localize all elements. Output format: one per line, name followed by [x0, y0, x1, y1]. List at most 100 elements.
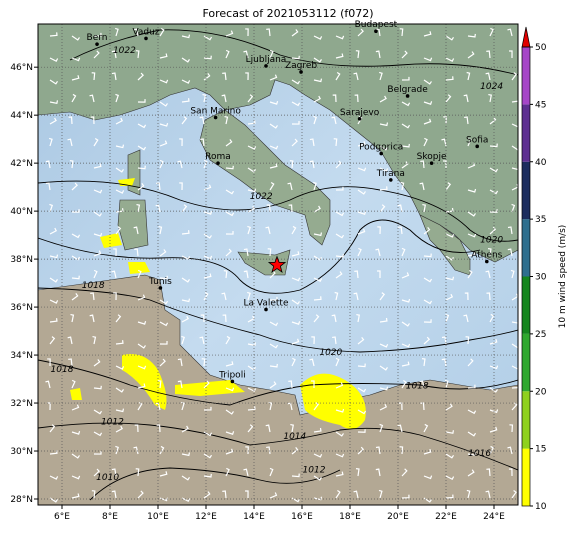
- wind-barb: [93, 385, 102, 390]
- wind-barb: [507, 226, 513, 235]
- wind-barb: [466, 489, 471, 499]
- colorbar-label: 10 m wind speed (m/s): [558, 225, 568, 329]
- wind-barb: [489, 27, 494, 37]
- wind-barb: [356, 313, 360, 323]
- wind-barb: [511, 321, 518, 324]
- wind-barb: [332, 336, 337, 345]
- wind-barb: [181, 452, 191, 457]
- wind-barb: [335, 382, 344, 389]
- wind-barb: [291, 277, 301, 282]
- wind-barb: [401, 468, 408, 477]
- wind-barb: [49, 336, 56, 345]
- wind-barb: [225, 165, 234, 170]
- wind-barb: [334, 291, 339, 301]
- wind-barb: [313, 496, 323, 501]
- wind-barb: [137, 365, 147, 370]
- wind-barb: [419, 182, 425, 191]
- wind-barb: [335, 471, 344, 477]
- wind-barb: [247, 188, 257, 193]
- wind-barb: [159, 53, 168, 59]
- wind-barb: [291, 79, 301, 85]
- city-label: San Marino: [190, 107, 241, 117]
- wind-barb: [445, 276, 455, 281]
- wind-barb: [423, 79, 432, 85]
- wind-barb: [93, 269, 98, 279]
- wind-barb: [177, 358, 183, 367]
- wind-barb: [245, 28, 249, 37]
- wind-barb: [91, 72, 96, 81]
- wind-barb: [397, 424, 403, 433]
- wind-barb: [221, 292, 227, 301]
- wind-barb: [269, 101, 279, 105]
- wind-barb: [269, 363, 278, 368]
- wind-barb: [313, 255, 323, 261]
- wind-barb: [181, 425, 189, 433]
- wind-barb: [137, 343, 146, 349]
- wind-barb: [377, 226, 381, 235]
- wind-barb: [467, 137, 472, 147]
- wind-barb: [441, 336, 447, 345]
- wind-barb: [357, 247, 362, 257]
- wind-barb: [203, 273, 212, 279]
- wind-barb: [357, 115, 363, 125]
- wind-barb: [357, 28, 364, 37]
- wind-barb: [159, 140, 168, 147]
- wind-barb: [269, 123, 278, 129]
- wind-barb: [375, 28, 381, 37]
- land-europe: [38, 24, 518, 263]
- wind-barb: [423, 226, 431, 235]
- wind-barb: [134, 424, 139, 433]
- wind-barb: [291, 473, 300, 478]
- wind-barb: [467, 469, 475, 477]
- wind-barb: [181, 315, 189, 323]
- wind-barb: [247, 387, 257, 392]
- wind-barb: [221, 94, 227, 103]
- wind-barb: [401, 343, 411, 348]
- wind-barb: [291, 29, 299, 37]
- wind-barb: [375, 468, 381, 477]
- wind-barb: [400, 181, 405, 191]
- wind-barb: [71, 57, 81, 62]
- wind-barb: [423, 299, 433, 305]
- lat-tick-label: 38°N: [10, 255, 33, 265]
- lon-tick-label: 14°E: [243, 512, 265, 522]
- wind-barb: [111, 490, 117, 499]
- wind-barb: [423, 336, 431, 345]
- city-label: Belgrade: [387, 85, 428, 95]
- wind-barb: [247, 424, 254, 433]
- wind-barb: [357, 363, 366, 368]
- wind-barb: [445, 233, 455, 238]
- wind-barb: [71, 453, 80, 459]
- wind-barb: [445, 255, 454, 261]
- wind-barb: [511, 72, 518, 81]
- wind-barb: [357, 189, 366, 195]
- wind-barb: [269, 270, 276, 279]
- wind-barb: [159, 159, 164, 169]
- wind-barb: [489, 167, 499, 173]
- isobar-label: 1018: [82, 281, 105, 291]
- wind-barb: [445, 430, 455, 434]
- wind-barb: [489, 426, 498, 433]
- wind-barb: [445, 494, 454, 499]
- wind-patch: [70, 388, 82, 400]
- wind-barb: [115, 117, 124, 125]
- city-label: La Valette: [244, 298, 289, 308]
- wind-barb: [489, 189, 499, 195]
- wind-barb: [225, 30, 234, 37]
- wind-barb: [489, 116, 497, 125]
- wind-barb: [335, 160, 342, 169]
- wind-barb: [115, 226, 122, 235]
- wind-barb: [49, 32, 58, 37]
- wind-barb: [467, 384, 476, 389]
- colorbar-bin: [522, 219, 530, 277]
- wind-barb: [181, 79, 191, 84]
- wind-barb: [335, 453, 345, 458]
- wind-barb: [225, 361, 234, 367]
- wind-barb: [511, 203, 516, 213]
- wind-barb: [269, 321, 279, 327]
- wind-barb: [181, 116, 188, 125]
- wind-barb: [225, 448, 234, 455]
- wind-barb: [269, 467, 274, 477]
- wind-barb: [335, 357, 340, 367]
- wind-barb: [313, 277, 323, 282]
